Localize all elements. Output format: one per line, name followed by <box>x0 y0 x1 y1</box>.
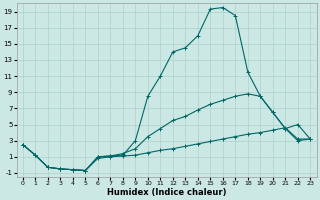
X-axis label: Humidex (Indice chaleur): Humidex (Indice chaleur) <box>107 188 226 197</box>
